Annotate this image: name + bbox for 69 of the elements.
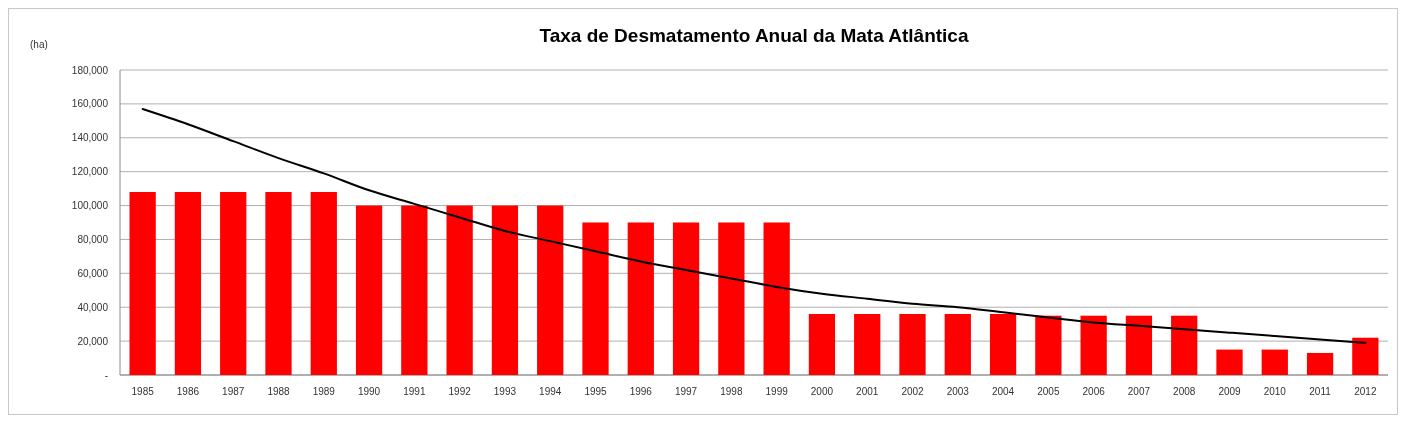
x-tick-label: 1993 — [493, 386, 517, 397]
x-tick-label: 2009 — [1218, 386, 1242, 397]
y-tick-label: 20,000 — [77, 335, 109, 347]
x-tick-label: 2000 — [810, 386, 834, 397]
x-tick-label: 1994 — [539, 386, 562, 397]
y-tick-label: 40,000 — [77, 301, 109, 313]
bar — [672, 222, 700, 375]
bar — [1306, 352, 1334, 375]
bar — [1035, 315, 1062, 375]
bar — [1080, 315, 1107, 375]
x-tick-label: 2002 — [901, 386, 925, 397]
bar — [220, 192, 247, 375]
bar — [1352, 337, 1379, 375]
bar — [989, 314, 1017, 375]
x-tick-label: 1998 — [720, 386, 743, 397]
bar — [763, 222, 790, 375]
bar — [1125, 315, 1153, 375]
bar — [537, 205, 564, 375]
bar — [854, 314, 881, 375]
x-tick-label: 2001 — [856, 386, 879, 397]
x-tick-label: 2011 — [1309, 386, 1332, 397]
bar — [582, 222, 609, 375]
x-tick-label: 2012 — [1354, 386, 1377, 397]
x-tick-label: 2003 — [946, 386, 970, 397]
bar — [174, 192, 202, 375]
x-tick-label: 1995 — [584, 386, 608, 397]
y-axis-title: (ha) — [30, 39, 48, 50]
x-tick-label: 2007 — [1127, 386, 1151, 397]
x-tick-label: 2006 — [1082, 386, 1106, 397]
x-tick-label: 2004 — [991, 386, 1015, 397]
bar — [129, 192, 156, 375]
bar — [899, 314, 926, 375]
y-tick-label: 80,000 — [77, 233, 109, 245]
bar — [1216, 349, 1243, 375]
x-tick-label: 1992 — [448, 386, 472, 397]
line-series — [141, 107, 1367, 344]
x-tick-label: 1991 — [403, 386, 426, 397]
bar — [401, 205, 428, 375]
bar — [718, 222, 745, 375]
x-tick-label: 1990 — [357, 386, 381, 397]
y-tick-label: 60,000 — [77, 267, 109, 279]
y-tick-label: 180,000 — [71, 64, 109, 76]
chart-title: Taxa de Desmatamento Anual da Mata Atlântica — [539, 25, 969, 46]
x-tick-label: 2008 — [1173, 386, 1196, 397]
y-tick-label: 100,000 — [71, 200, 109, 212]
bar — [944, 314, 971, 375]
x-tick-label: 1988 — [267, 386, 291, 397]
bar — [1261, 349, 1288, 375]
x-tick-label: 1996 — [629, 386, 653, 397]
y-tick-label: 120,000 — [71, 166, 109, 178]
x-tick-label: 1989 — [312, 386, 336, 397]
bar — [265, 192, 292, 375]
bar — [491, 205, 519, 375]
x-tick-label: 1999 — [765, 386, 789, 397]
y-tick-label: 160,000 — [71, 98, 109, 110]
bar — [627, 222, 654, 375]
y-tick-label: 140,000 — [71, 132, 109, 144]
y-tick-label: - — [104, 369, 108, 381]
bar — [1171, 315, 1198, 375]
x-tick-label: 2005 — [1037, 386, 1060, 397]
bar — [355, 205, 383, 375]
x-tick-label: 1987 — [222, 386, 245, 397]
bar — [808, 314, 836, 375]
x-tick-label: 1997 — [674, 386, 698, 397]
bar — [446, 205, 473, 375]
x-tick-label: 1986 — [176, 386, 200, 397]
x-tick-label: 2010 — [1263, 386, 1287, 397]
bar — [310, 192, 337, 375]
x-tick-label: 1985 — [131, 386, 155, 397]
